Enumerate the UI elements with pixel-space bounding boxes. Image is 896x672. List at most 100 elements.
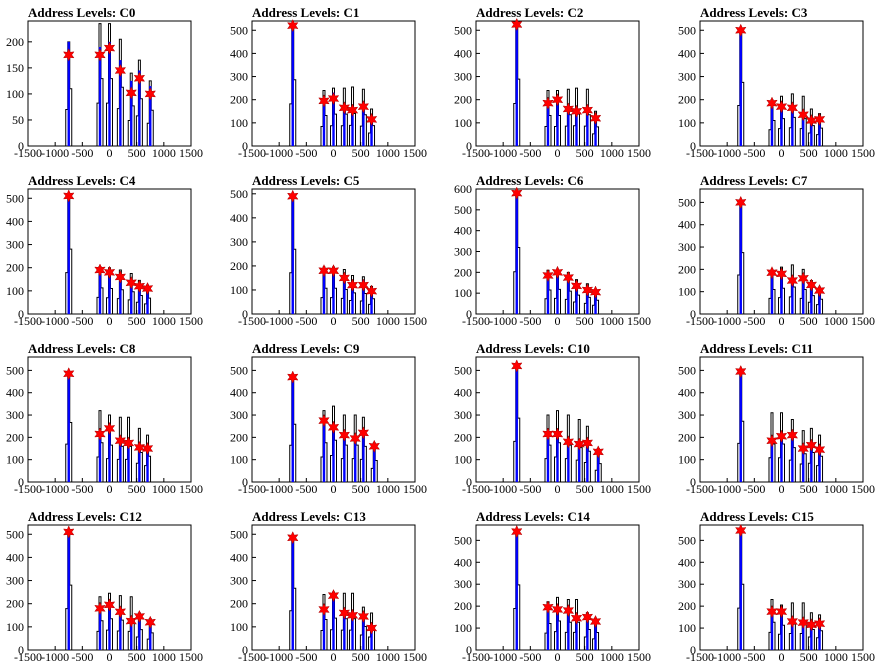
x-tick-label: 1500 (851, 146, 875, 160)
chart-panel-c1: Address Levels: C1 0 100 200 300 400 500 -1500-… (224, 0, 448, 168)
y-tick-label: 500 (230, 363, 248, 377)
x-tick-label: -500 (743, 314, 765, 328)
outline-spike (349, 592, 357, 650)
outline-spike (116, 269, 124, 314)
outline-spike (127, 272, 135, 314)
chart-title: Address Levels: C14 (476, 509, 590, 524)
peak-star-marker (287, 19, 299, 33)
chart-title: Address Levels: C8 (28, 341, 136, 356)
peak-star-marker (346, 103, 359, 117)
y-tick-label: 400 (230, 211, 248, 225)
x-tick-label: -1500 (462, 314, 490, 328)
x-tick-label: -1000 (489, 650, 517, 664)
y-tick-label: 0 (242, 643, 248, 657)
x-tick-label: 500 (576, 146, 594, 160)
x-tick-label: -1000 (265, 650, 293, 664)
y-tick-label: 300 (678, 408, 696, 422)
peak-star-marker (562, 603, 575, 618)
outline-spike (135, 427, 143, 482)
peak-star-marker (797, 271, 809, 285)
outline-spike (575, 419, 583, 482)
peak-star-marker (775, 100, 788, 114)
peak-star-marker (125, 86, 137, 100)
blue-bar (515, 24, 518, 146)
peak-star-marker (542, 96, 554, 110)
y-tick-label: 100 (230, 620, 248, 634)
peak-star-marker (346, 608, 359, 622)
y-tick-label: 300 (6, 238, 24, 252)
peak-star-marker (103, 421, 116, 436)
blue-bar (780, 609, 783, 650)
chart-plot: 0 100 200 300 400 500 -1500 -1000 -500 0 500 1000 15… (678, 523, 875, 664)
chart-plot: 0 100 200 300 400 500 -1500 -1000 -500 0 500 1000 15… (678, 356, 875, 496)
y-tick-label: 0 (18, 643, 24, 657)
peak-star-marker (368, 439, 380, 453)
chart-panel-c0: Address Levels: C0 0 50 100 150 200 -1500 -1000… (0, 0, 224, 168)
peak-star-marker (114, 270, 127, 284)
y-tick-label: 100 (454, 621, 472, 635)
outline-spike (96, 23, 104, 146)
peak-star-marker (551, 265, 564, 279)
y-tick-label: 0 (242, 475, 248, 489)
x-tick-label: -1000 (713, 146, 741, 160)
peak-star-marker (589, 111, 602, 125)
x-tick-label: 500 (576, 314, 594, 328)
y-tick-label: 100 (678, 621, 696, 635)
blue-bar (146, 449, 149, 482)
blue-bar (802, 447, 805, 482)
y-tick-label: 0 (242, 307, 248, 321)
y-tick-label: 0 (466, 475, 472, 489)
x-tick-label: 1000 (152, 650, 176, 664)
x-tick-label: 0 (331, 314, 337, 328)
blue-bar (362, 615, 365, 650)
peak-star-marker (570, 104, 583, 118)
blue-bar (138, 448, 141, 482)
outline-spike (359, 606, 367, 650)
x-tick-label: 0 (107, 650, 113, 664)
outline-spike (96, 596, 104, 650)
blue-bar (146, 287, 149, 314)
blue-bar (362, 280, 365, 314)
x-tick-label: -1000 (41, 650, 69, 664)
peak-star-marker (797, 441, 809, 456)
x-tick-label: 500 (576, 482, 594, 496)
x-tick-label: -1500 (462, 482, 490, 496)
blue-bar (810, 623, 813, 650)
y-tick-label: 0 (242, 139, 248, 153)
outline-spike (799, 268, 807, 314)
blue-bar (546, 606, 550, 650)
blue-bar (98, 47, 102, 146)
blue-bar (343, 434, 346, 482)
peak-star-marker (542, 427, 554, 441)
peak-star-marker (735, 523, 747, 538)
x-tick-label: -1500 (686, 314, 714, 328)
blue-bar (818, 117, 821, 146)
outline-spike (349, 86, 357, 146)
blue-bar (515, 193, 518, 314)
chart-panel-c14: Address Levels: C14 0 100 200 300 400 500 -1500… (448, 504, 672, 672)
y-tick-label: 500 (678, 23, 696, 37)
y-tick-label: 300 (6, 408, 24, 422)
y-tick-label: 0 (690, 643, 696, 657)
blue-bar (575, 108, 578, 146)
blue-bar (291, 537, 294, 650)
y-tick-label: 400 (454, 224, 472, 238)
peak-star-marker (813, 443, 826, 457)
peak-star-marker (318, 414, 330, 428)
blue-bar (515, 531, 518, 650)
outline-spike (564, 88, 572, 146)
x-tick-label: 0 (107, 314, 113, 328)
outline-spike (340, 592, 348, 650)
blue-bar (108, 427, 111, 482)
y-tick-label: 400 (230, 46, 248, 60)
x-tick-label: -500 (743, 482, 765, 496)
peak-star-marker (141, 441, 154, 456)
blue-bar (567, 105, 570, 146)
blue-bar (291, 196, 294, 314)
x-tick-label: 1000 (152, 482, 176, 496)
peak-star-marker (144, 615, 156, 629)
x-tick-label: -1000 (489, 482, 517, 496)
outline-spike (583, 88, 591, 146)
outline-spike (106, 414, 113, 482)
y-tick-label: 100 (6, 620, 24, 634)
